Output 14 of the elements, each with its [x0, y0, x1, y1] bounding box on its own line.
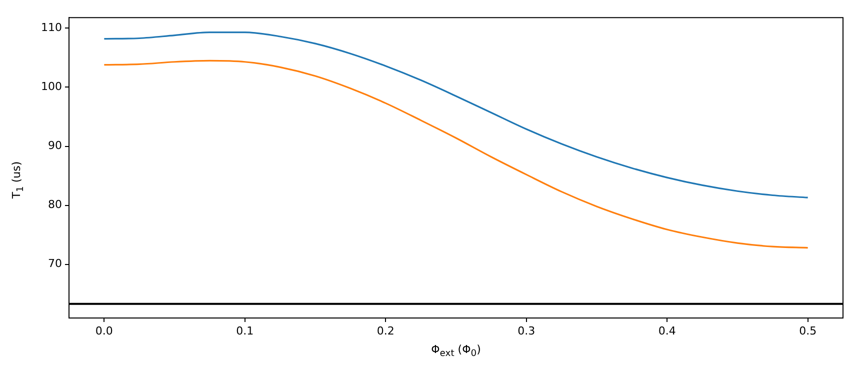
line-series: [103, 60, 809, 249]
x-tick-label: 0.5: [799, 324, 817, 338]
y-tick-label: 100: [41, 80, 62, 94]
x-axis-title: Φ$_{ext}$ (Φ$_{0}$): [430, 343, 482, 360]
y-tick-label: 80: [48, 198, 62, 212]
x-tick-label: 0.4: [658, 324, 676, 338]
x-tick-label: 0.1: [236, 324, 254, 338]
line-series: [103, 32, 809, 198]
y-tick-label: 90: [48, 139, 62, 152]
y-tick-label: 110: [41, 21, 62, 34]
y-tick-label: 70: [48, 257, 62, 270]
x-tick-label: 0.3: [518, 324, 536, 338]
x-tick-label: 0.2: [376, 324, 394, 338]
x-tick-label: 0.0: [95, 324, 113, 338]
